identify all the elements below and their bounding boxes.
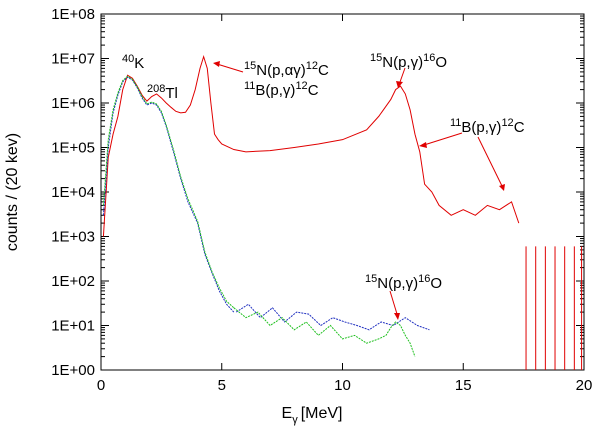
series-line-0 bbox=[102, 54, 520, 237]
series-line-2 bbox=[102, 75, 235, 309]
arrow-n15-c bbox=[389, 290, 398, 315]
x-tick-label: 0 bbox=[97, 377, 105, 394]
y-tick-label: 1E+02 bbox=[51, 273, 95, 290]
arrowhead-b11-b-right bbox=[499, 184, 505, 191]
axis-ticks bbox=[100, 13, 585, 371]
annotation-k40: 40K bbox=[122, 53, 144, 72]
arrow-n15-alpha bbox=[216, 63, 244, 73]
y-tick-label: 1E+03 bbox=[51, 229, 95, 246]
annotation-n15-alpha: 15N(p,αγ)12C bbox=[244, 60, 329, 79]
arrowhead-n15-p bbox=[396, 81, 403, 88]
y-tick-label: 1E+07 bbox=[51, 51, 95, 68]
plot-frame bbox=[100, 13, 585, 371]
y-tick-label: 1E+04 bbox=[51, 184, 95, 201]
y-tick-label: 1E+08 bbox=[51, 6, 95, 23]
x-tick-label: 20 bbox=[576, 377, 593, 394]
annotation-b11-b: 11B(p,γ)12C bbox=[450, 117, 525, 136]
y-axis-title: counts / (20 kev) bbox=[4, 133, 21, 251]
x-axis-title-main: E bbox=[282, 405, 293, 422]
arrow-n15-p bbox=[399, 67, 406, 83]
series-line-4 bbox=[233, 307, 416, 357]
x-tick-label: 15 bbox=[455, 377, 472, 394]
annotations: 40K 208Tl 15N(p,αγ)12C 11B(p,γ)12C 15N(p… bbox=[122, 52, 525, 320]
annotation-n15-c: 15N(p,γ)16O bbox=[365, 273, 442, 292]
x-axis-title: Eγ [MeV] bbox=[282, 405, 343, 426]
arrowhead-n15-alpha bbox=[213, 61, 220, 67]
x-axis-title-sub: γ bbox=[292, 414, 298, 426]
y-tick-label: 1E+05 bbox=[51, 140, 95, 157]
annotation-b11-a: 11B(p,γ)12C bbox=[244, 80, 319, 99]
axis-tick-labels: 0 5 10 15 20 1E+00 1E+01 1E+02 1E+03 1E+04 1E+05 1E… bbox=[51, 6, 592, 394]
y-tick-label: 1E+01 bbox=[51, 318, 95, 335]
x-tick-label: 5 bbox=[218, 377, 226, 394]
series-line-3 bbox=[235, 303, 430, 331]
y-tick-label: 1E+00 bbox=[51, 362, 95, 379]
arrow-b11-b-right bbox=[477, 136, 503, 187]
arrow-b11-b-left bbox=[423, 132, 463, 146]
arrowhead-n15-c bbox=[394, 313, 400, 320]
x-axis-title-unit: [MeV] bbox=[301, 405, 343, 422]
arrowhead-b11-b-left bbox=[419, 142, 427, 148]
annotation-tl208: 208Tl bbox=[147, 83, 178, 102]
x-tick-label: 10 bbox=[334, 377, 351, 394]
series-line-1 bbox=[102, 76, 235, 313]
y-tick-label: 1E+06 bbox=[51, 95, 95, 112]
annotation-n15-p: 15N(p,γ)16O bbox=[370, 52, 447, 71]
series-layer bbox=[102, 54, 583, 370]
